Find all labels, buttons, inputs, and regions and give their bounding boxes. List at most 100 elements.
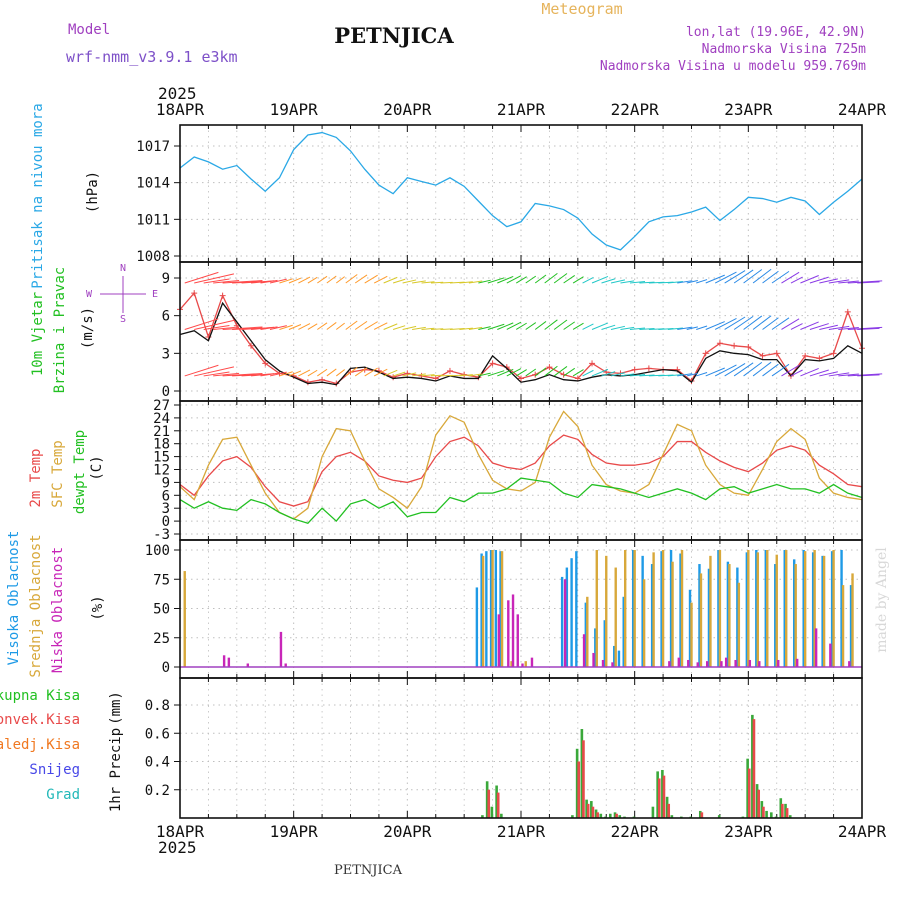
bar bbox=[669, 550, 673, 667]
wind-arrow bbox=[364, 274, 378, 284]
bar bbox=[560, 576, 564, 667]
wind-arrow bbox=[733, 269, 754, 284]
wind-arrow bbox=[714, 364, 737, 377]
bar bbox=[496, 792, 500, 818]
wind-arrow bbox=[601, 278, 616, 284]
bar bbox=[570, 558, 573, 667]
wind-arrow bbox=[203, 278, 230, 284]
y-tick-label: 75 bbox=[153, 572, 170, 588]
wind-arrow bbox=[629, 281, 646, 284]
y-tick-label: 0.8 bbox=[145, 698, 170, 714]
wind-arrow bbox=[468, 373, 483, 377]
wind-arrow bbox=[724, 270, 746, 284]
wind-arrow bbox=[620, 280, 635, 284]
bar bbox=[747, 768, 751, 818]
wind-arrow bbox=[828, 279, 850, 284]
wind-arrow bbox=[478, 326, 491, 330]
legend-hail: Grad bbox=[46, 787, 80, 803]
wind-arrow bbox=[307, 323, 318, 330]
legend-conv-rain: Konvek.Kisa bbox=[0, 712, 80, 728]
wind-arrow bbox=[421, 281, 435, 284]
y-tick-label: 24 bbox=[153, 411, 170, 427]
temp-ylabel-2: SFC Temp bbox=[50, 440, 66, 507]
bar bbox=[751, 714, 754, 818]
y-tick-label: 12 bbox=[153, 463, 170, 479]
wind-arrow bbox=[298, 369, 311, 377]
bar bbox=[633, 550, 636, 667]
bar bbox=[779, 798, 783, 818]
series-line bbox=[179, 131, 863, 251]
y-tick-label: 50 bbox=[153, 602, 170, 618]
wind-arrow bbox=[563, 321, 576, 330]
wind-arrow bbox=[677, 326, 693, 330]
bar bbox=[724, 657, 728, 667]
bar bbox=[770, 812, 773, 818]
bar bbox=[680, 550, 684, 667]
legend-snow: Snijeg bbox=[29, 762, 80, 778]
wind-arrow bbox=[326, 368, 337, 377]
bar bbox=[516, 614, 519, 667]
wind-arrow bbox=[260, 279, 278, 284]
wind-arrow bbox=[696, 372, 708, 377]
bar bbox=[631, 550, 635, 667]
bar bbox=[851, 573, 854, 667]
wind-arrow bbox=[544, 272, 558, 284]
wind-arrow bbox=[184, 271, 219, 284]
date-label-top: 23APR bbox=[724, 100, 773, 119]
wind-arrow bbox=[752, 268, 772, 284]
wind-arrow bbox=[534, 274, 547, 284]
panel-frame bbox=[179, 677, 863, 819]
bar bbox=[284, 663, 287, 667]
wind-arrow bbox=[563, 367, 576, 377]
bar bbox=[613, 812, 617, 818]
date-label-bottom: 19APR bbox=[270, 822, 319, 841]
bar bbox=[497, 614, 501, 667]
y-tick-label: 0.2 bbox=[145, 783, 170, 799]
bar bbox=[500, 813, 503, 818]
wind-arrow bbox=[213, 326, 240, 330]
wind-speed-point bbox=[759, 352, 766, 359]
y-tick-label: 0 bbox=[162, 384, 170, 400]
bar bbox=[596, 812, 599, 818]
wind-arrow bbox=[724, 316, 746, 330]
legend-frz-rain: Zaledj.Kisa bbox=[0, 737, 80, 753]
wind-arrow bbox=[639, 328, 655, 330]
wind-arrow bbox=[213, 372, 240, 377]
bar bbox=[718, 550, 722, 667]
bar bbox=[765, 810, 768, 818]
wind-arrow bbox=[743, 315, 763, 330]
wind-arrow bbox=[345, 274, 358, 284]
wind-arrow bbox=[771, 270, 790, 284]
wind-arrow bbox=[800, 367, 819, 377]
compass-e: E bbox=[152, 289, 158, 300]
bar bbox=[762, 806, 765, 818]
wind-arrow bbox=[601, 371, 616, 377]
bar bbox=[582, 634, 586, 667]
bar bbox=[814, 628, 818, 667]
wind-arrow bbox=[383, 276, 398, 284]
wind-arrow bbox=[591, 368, 609, 377]
bar bbox=[829, 643, 832, 667]
wind-arrow bbox=[288, 370, 302, 377]
wind-arrow bbox=[430, 374, 444, 377]
bar bbox=[758, 661, 761, 667]
bar bbox=[575, 551, 578, 667]
bar bbox=[783, 550, 786, 667]
bar bbox=[755, 784, 759, 818]
compass-s: S bbox=[120, 314, 126, 325]
wind-speed-point bbox=[446, 367, 453, 374]
bar bbox=[592, 652, 595, 667]
bar bbox=[601, 659, 605, 667]
wind-arrow bbox=[790, 323, 803, 330]
temp-yunit: (C) bbox=[89, 455, 105, 480]
cloud-ylabel-1: Visoka Oblacnost bbox=[6, 531, 22, 666]
bar bbox=[563, 579, 567, 667]
bar bbox=[499, 551, 502, 667]
wind-arrow bbox=[222, 280, 263, 284]
wind-arrow bbox=[572, 276, 584, 284]
bar bbox=[728, 564, 731, 667]
bar bbox=[760, 801, 764, 818]
wind-arrow bbox=[383, 369, 398, 377]
wind-arrow bbox=[610, 372, 626, 377]
date-label-bottom: 20APR bbox=[383, 822, 432, 841]
